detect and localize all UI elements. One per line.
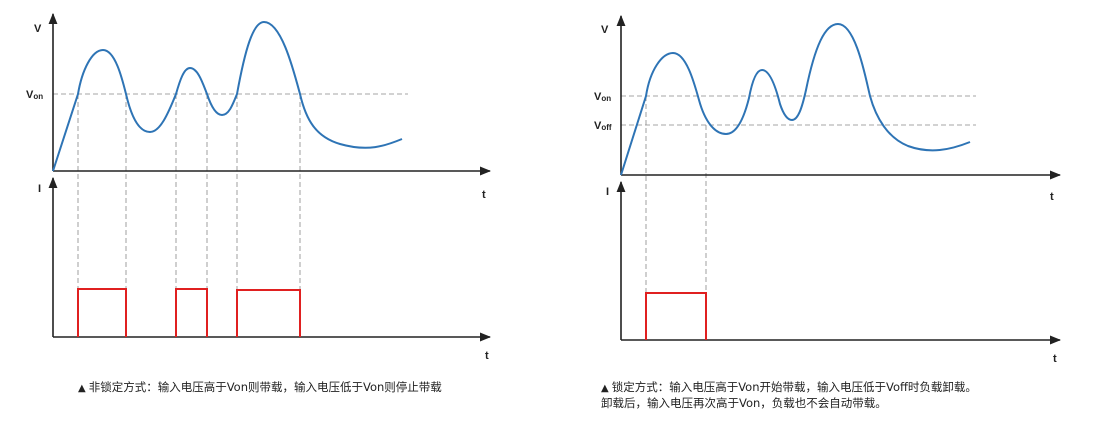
left-voltage-curve xyxy=(52,20,403,172)
left-current-pulses xyxy=(77,288,301,337)
left-diagram: V I t t Von xyxy=(26,12,492,362)
right-current-pulse-1 xyxy=(645,292,707,340)
left-caption: ▲ 非锁定方式：输入电压高于Von则带载，输入电压低于Von则停止带载 xyxy=(78,380,442,396)
left-guide-lines xyxy=(53,93,408,337)
right-caption-line-1: 锁定方式：输入电压高于Von开始带载，输入电压低于Voff时负载卸载。 xyxy=(611,380,977,394)
left-current-axis-label: I xyxy=(38,183,41,195)
right-von-label-sub: on xyxy=(601,94,611,103)
right-voff-label: Voff xyxy=(594,120,612,132)
right-axes xyxy=(616,14,1062,345)
left-caption-line-1: 非锁定方式：输入电压高于Von则带载，输入电压低于Von则停止带载 xyxy=(88,380,442,394)
right-voltage-time-label: t xyxy=(1050,191,1054,203)
left-current-time-label: t xyxy=(485,350,489,362)
right-voff-label-main: V xyxy=(594,120,602,132)
left-current-pulse-2 xyxy=(175,288,208,337)
right-current-axis-label: I xyxy=(606,186,609,198)
right-current-time-label: t xyxy=(1053,353,1057,365)
left-caption-triangle-icon: ▲ xyxy=(78,383,86,394)
right-von-label: Von xyxy=(594,91,611,103)
right-voltage-curve xyxy=(620,22,971,176)
left-von-label-sub: on xyxy=(33,92,43,101)
right-voff-label-sub: off xyxy=(601,123,612,132)
right-diagram: V I t t Von Voff xyxy=(594,14,1062,365)
left-von-label-main: V xyxy=(26,89,34,101)
right-caption-line-2: 卸载后，输入电压再次高于Von，负载也不会自动带载。 xyxy=(601,396,887,410)
left-von-label: Von xyxy=(26,89,43,101)
left-current-pulse-1 xyxy=(77,288,127,337)
left-voltage-axis-label: V xyxy=(34,23,42,35)
right-caption-triangle-icon: ▲ xyxy=(601,383,609,394)
right-current-pulses xyxy=(645,292,707,340)
right-von-label-main: V xyxy=(594,91,602,103)
right-voltage-axis-label: V xyxy=(601,24,609,36)
left-current-pulse-3 xyxy=(236,289,301,337)
right-caption: ▲ 锁定方式：输入电压高于Von开始带载，输入电压低于Voff时负载卸载。 卸载后… xyxy=(601,380,977,411)
left-voltage-time-label: t xyxy=(482,189,486,201)
right-guide-lines xyxy=(621,95,976,340)
